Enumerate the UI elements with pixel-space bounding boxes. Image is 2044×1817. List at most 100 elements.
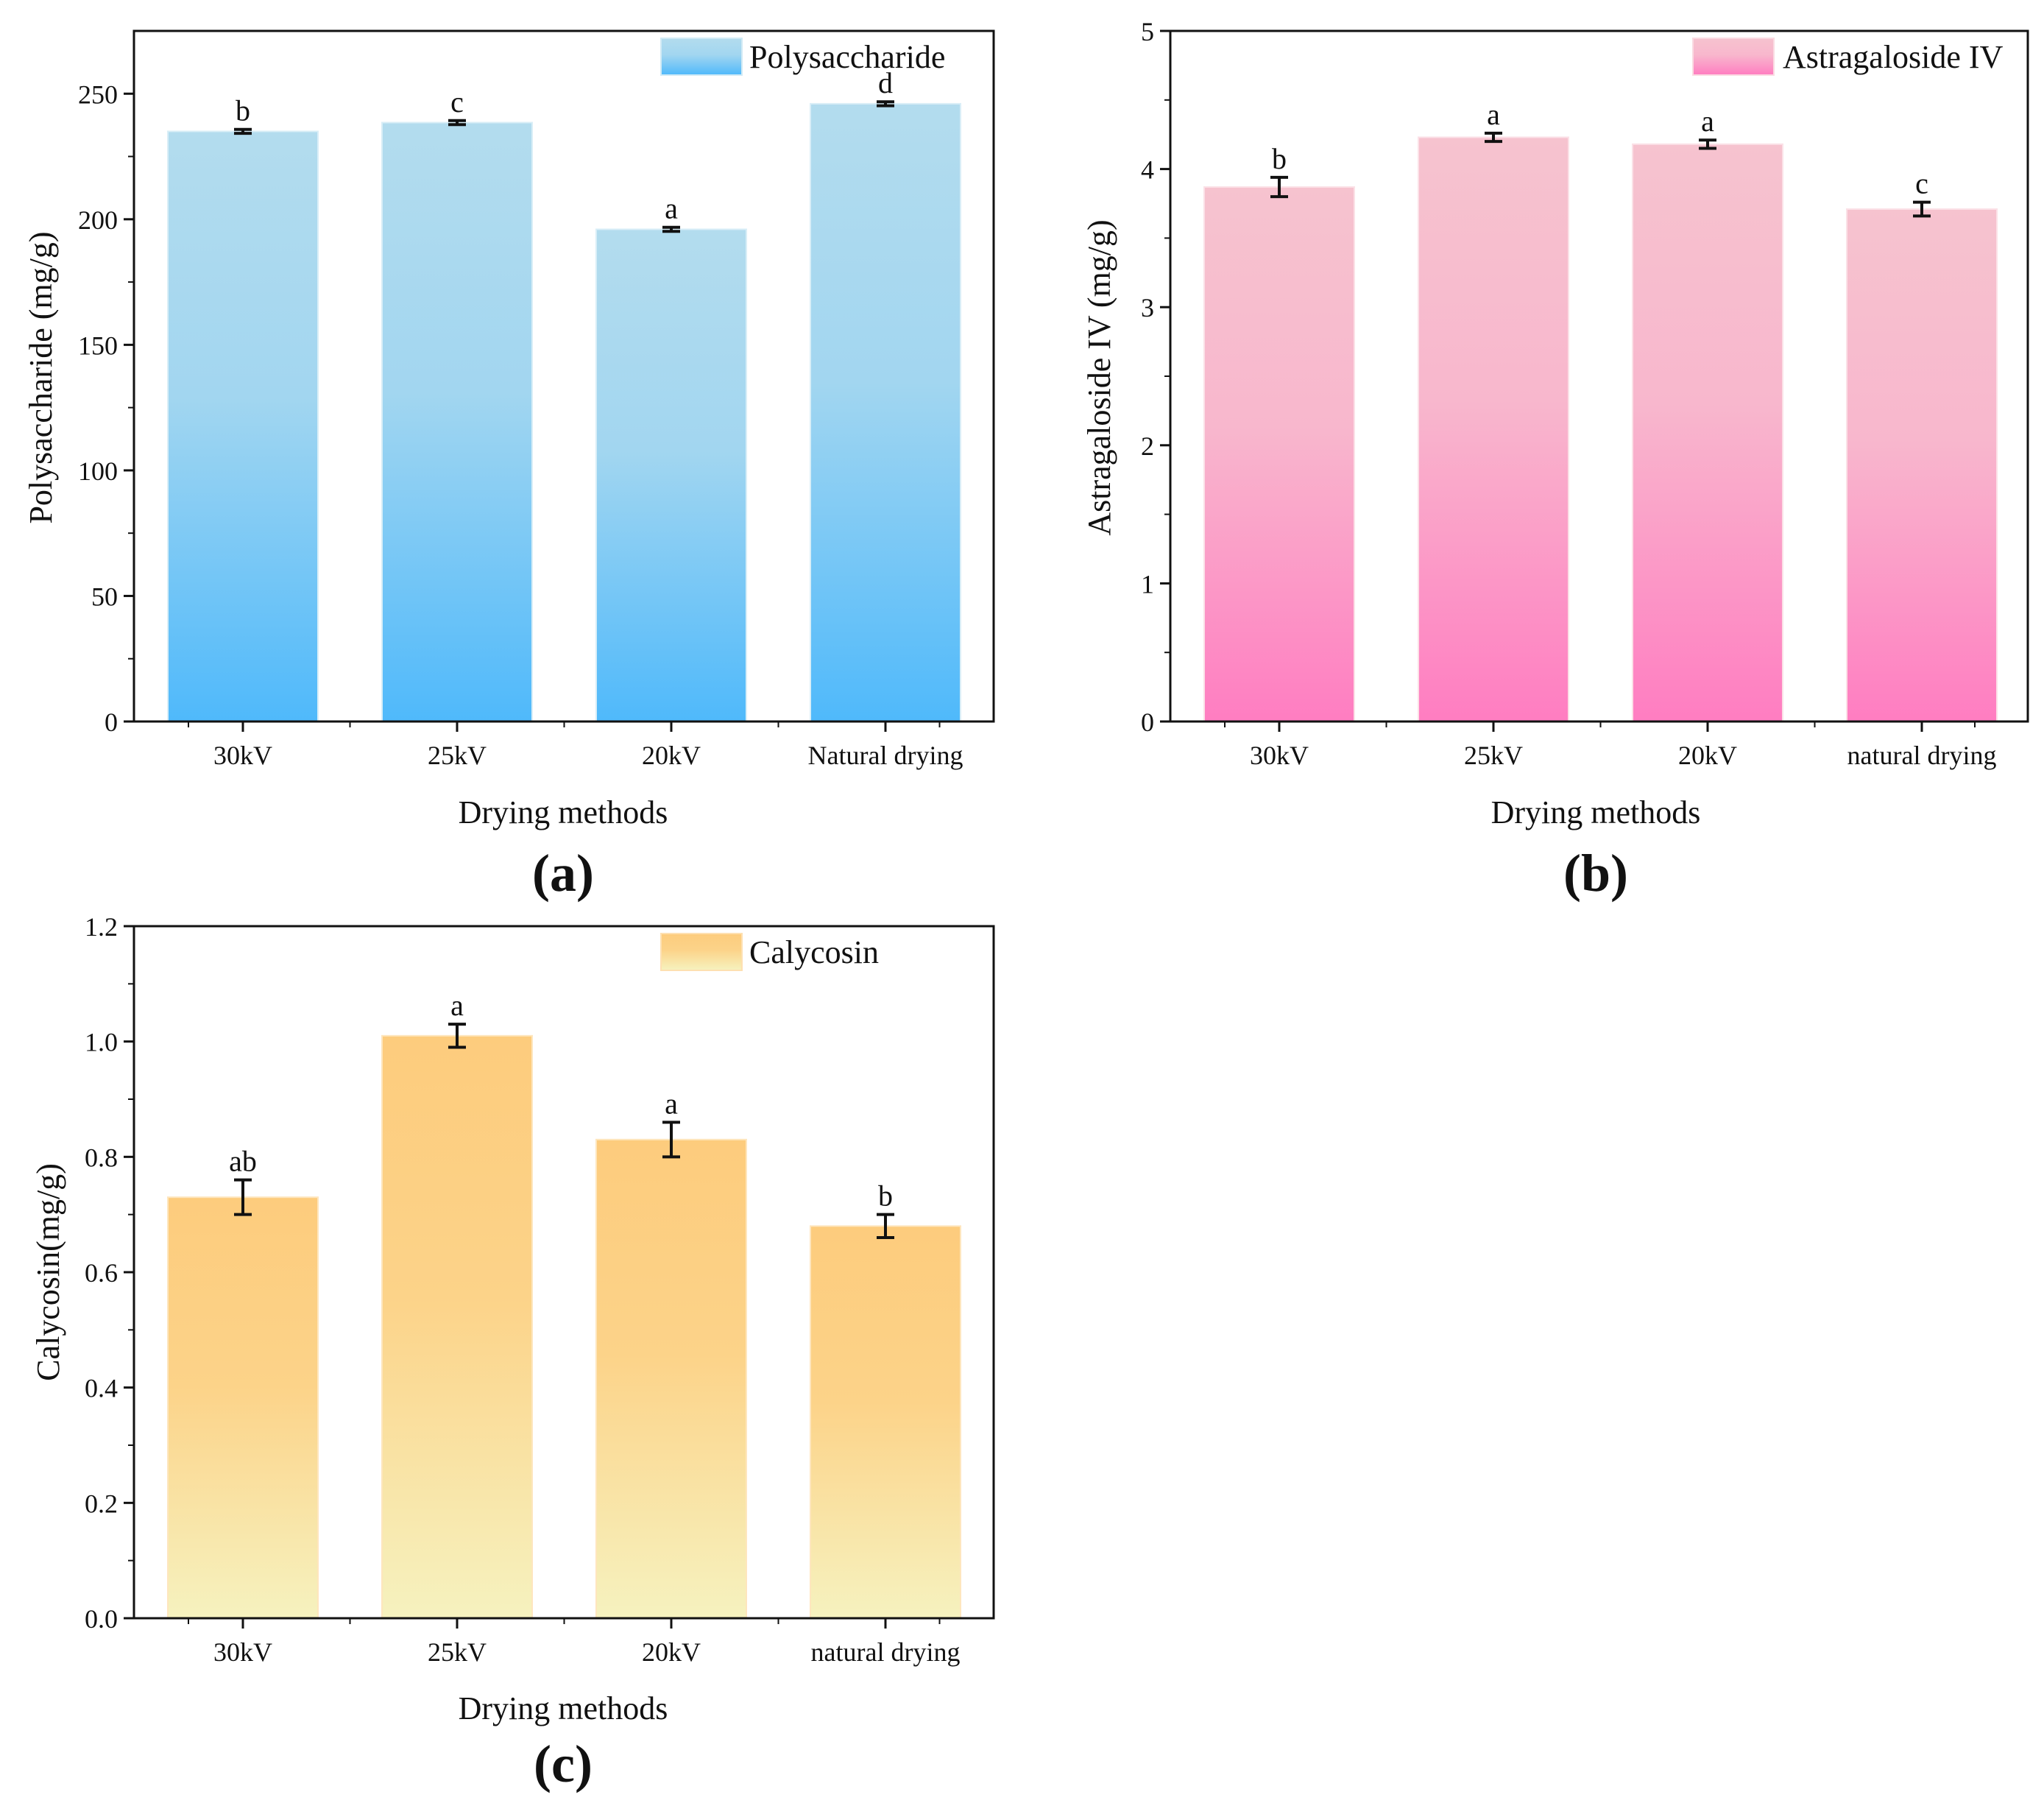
panel-b-significance-4: c <box>1915 167 1928 200</box>
panel-a-xlabel: Drying methods <box>459 794 668 830</box>
panel-a-significance-2: c <box>450 85 464 119</box>
panel-a-x-ticks: 30kV 25kV 20kV Natural drying <box>188 721 963 770</box>
panel-c-xtick-label: 30kV <box>213 1637 272 1667</box>
panel-a-chart: b c a d 0 50 100 150 200 250 30kV 25kV 20kV Natural… <box>23 29 995 903</box>
panel-c-bars <box>167 1034 961 1620</box>
panel-b-bar-2 <box>1418 136 1569 722</box>
panel-b-bar-1 <box>1203 186 1355 723</box>
panel-b-significance-3: a <box>1701 105 1714 138</box>
panel-c-ytick-label: 0.6 <box>85 1258 118 1288</box>
panel-b-xtick-label: 30kV <box>1250 741 1309 770</box>
panel-c-ylabel: Calycosin(mg/g) <box>30 1163 66 1381</box>
panel-c-x-ticks: 30kV 25kV 20kV natural drying <box>188 1618 960 1667</box>
panel-a-significance-4: d <box>878 66 893 99</box>
panel-b-xtick-label: 25kV <box>1464 741 1523 770</box>
panel-a-ytick-label: 0 <box>105 708 118 737</box>
panel-a-bar-2 <box>381 121 533 723</box>
panel-a-significance-3: a <box>665 192 678 225</box>
panel-a-significance-letters: b c a d <box>236 66 893 225</box>
panel-a-xtick-label: 30kV <box>213 741 272 770</box>
panel-b-ytick-label: 5 <box>1141 17 1154 46</box>
panel-a-bar-3 <box>595 228 747 723</box>
panel-c-bar-2 <box>381 1034 533 1620</box>
panel-a-error-bar-3 <box>662 225 680 233</box>
panel-a-ytick-label: 100 <box>78 456 118 486</box>
panel-b-bars <box>1203 136 1998 723</box>
panel-c-bar-4 <box>810 1225 961 1620</box>
panel-a-xtick-label: Natural drying <box>808 741 963 770</box>
panel-b-error-bars <box>1270 131 1931 218</box>
panel-c-significance-2: a <box>450 989 464 1022</box>
panel-a-ytick-label: 200 <box>78 205 118 235</box>
panel-b-xtick-label: natural drying <box>1847 741 1997 770</box>
panel-c-ytick-label: 0.4 <box>85 1374 118 1403</box>
panel-b-legend: Astragaloside IV <box>1692 38 2004 76</box>
panel-a-bars <box>167 102 961 723</box>
panel-c-significance-1: ab <box>229 1145 257 1178</box>
panel-c-error-bars <box>234 1023 894 1239</box>
panel-b-ytick-label: 0 <box>1141 708 1154 737</box>
panel-b-xlabel: Drying methods <box>1491 794 1701 830</box>
panel-c-legend: Calycosin <box>660 933 879 971</box>
panel-c-legend-swatch <box>660 933 743 971</box>
panel-b-xtick-label: 20kV <box>1678 741 1737 770</box>
panel-b-significance-2: a <box>1487 98 1500 131</box>
panel-a-ytick-label: 250 <box>78 80 118 109</box>
panel-a-error-bar-4 <box>877 100 894 107</box>
panel-b-y-ticks: 0 1 2 3 4 5 <box>1141 17 1170 737</box>
panel-a-bar-1 <box>167 130 319 723</box>
panel-c-bar-3 <box>595 1138 747 1620</box>
panel-a-xtick-label: 25kV <box>428 741 487 770</box>
panel-c-xtick-label: 25kV <box>428 1637 487 1667</box>
panel-a-y-ticks: 0 50 100 150 200 250 <box>78 80 134 737</box>
panel-b-ytick-label: 4 <box>1141 155 1154 185</box>
panel-a-ylabel: Polysaccharide (mg/g) <box>23 231 59 523</box>
panel-c-panel-label: (c) <box>534 1735 593 1793</box>
panel-c-ytick-label: 0.2 <box>85 1489 118 1518</box>
panel-b-panel-label: (b) <box>1563 844 1628 903</box>
panel-c-bar-1 <box>167 1196 319 1619</box>
panel-c-error-bar-2 <box>448 1023 466 1049</box>
panel-a-ytick-label: 50 <box>91 582 118 611</box>
panel-b-ytick-label: 3 <box>1141 293 1154 322</box>
panel-c-significance-3: a <box>665 1087 678 1120</box>
panel-c-xlabel: Drying methods <box>459 1690 668 1726</box>
panel-b-ylabel: Astragaloside IV (mg/g) <box>1081 219 1117 535</box>
panel-a-error-bar-1 <box>234 127 252 135</box>
panel-b-significance-1: b <box>1272 142 1287 175</box>
panel-c-ytick-label: 1.2 <box>85 912 118 942</box>
panel-a-significance-1: b <box>236 94 250 127</box>
panel-b-error-bar-1 <box>1270 175 1288 199</box>
panel-b-bar-4 <box>1846 208 1998 722</box>
panel-a-error-bar-2 <box>448 119 466 127</box>
panel-a-legend-swatch <box>660 38 743 76</box>
panel-c-error-bar-1 <box>234 1178 252 1216</box>
panel-b-chart: b a a c 0 1 2 3 4 5 30kV 25kV 20kV natural drying A… <box>1081 17 2029 903</box>
panel-c-significance-4: b <box>878 1179 893 1213</box>
panel-b-x-ticks: 30kV 25kV 20kV natural drying <box>1224 721 1997 770</box>
panel-c-legend-label: Calycosin <box>749 934 879 970</box>
panel-b-legend-label: Astragaloside IV <box>1783 39 2004 75</box>
panel-b-error-bar-2 <box>1485 131 1502 144</box>
panel-c-ytick-label: 0.8 <box>85 1143 118 1172</box>
panel-c-error-bar-4 <box>877 1213 894 1239</box>
panel-b-error-bar-4 <box>1913 200 1931 218</box>
panel-c-ytick-label: 0.0 <box>85 1604 118 1634</box>
panel-b-ytick-label: 2 <box>1141 431 1154 461</box>
panel-a-ytick-label: 150 <box>78 331 118 360</box>
panel-a-legend: Polysaccharide <box>660 38 945 76</box>
panel-a-panel-label: (a) <box>532 844 594 903</box>
panel-c-xtick-label: 20kV <box>642 1637 701 1667</box>
panel-b-legend-swatch <box>1692 38 1775 76</box>
panel-c-ytick-label: 1.0 <box>85 1028 118 1057</box>
panel-a-error-bars <box>234 100 894 233</box>
panel-c-xtick-label: natural drying <box>811 1637 961 1667</box>
panel-b-bar-3 <box>1632 143 1783 723</box>
panel-a-legend-label: Polysaccharide <box>749 39 945 75</box>
panel-c-y-ticks: 0.0 0.2 0.4 0.6 0.8 1.0 1.2 <box>85 912 134 1634</box>
panel-b-ytick-label: 1 <box>1141 569 1154 599</box>
panel-b-error-bar-3 <box>1699 138 1716 150</box>
